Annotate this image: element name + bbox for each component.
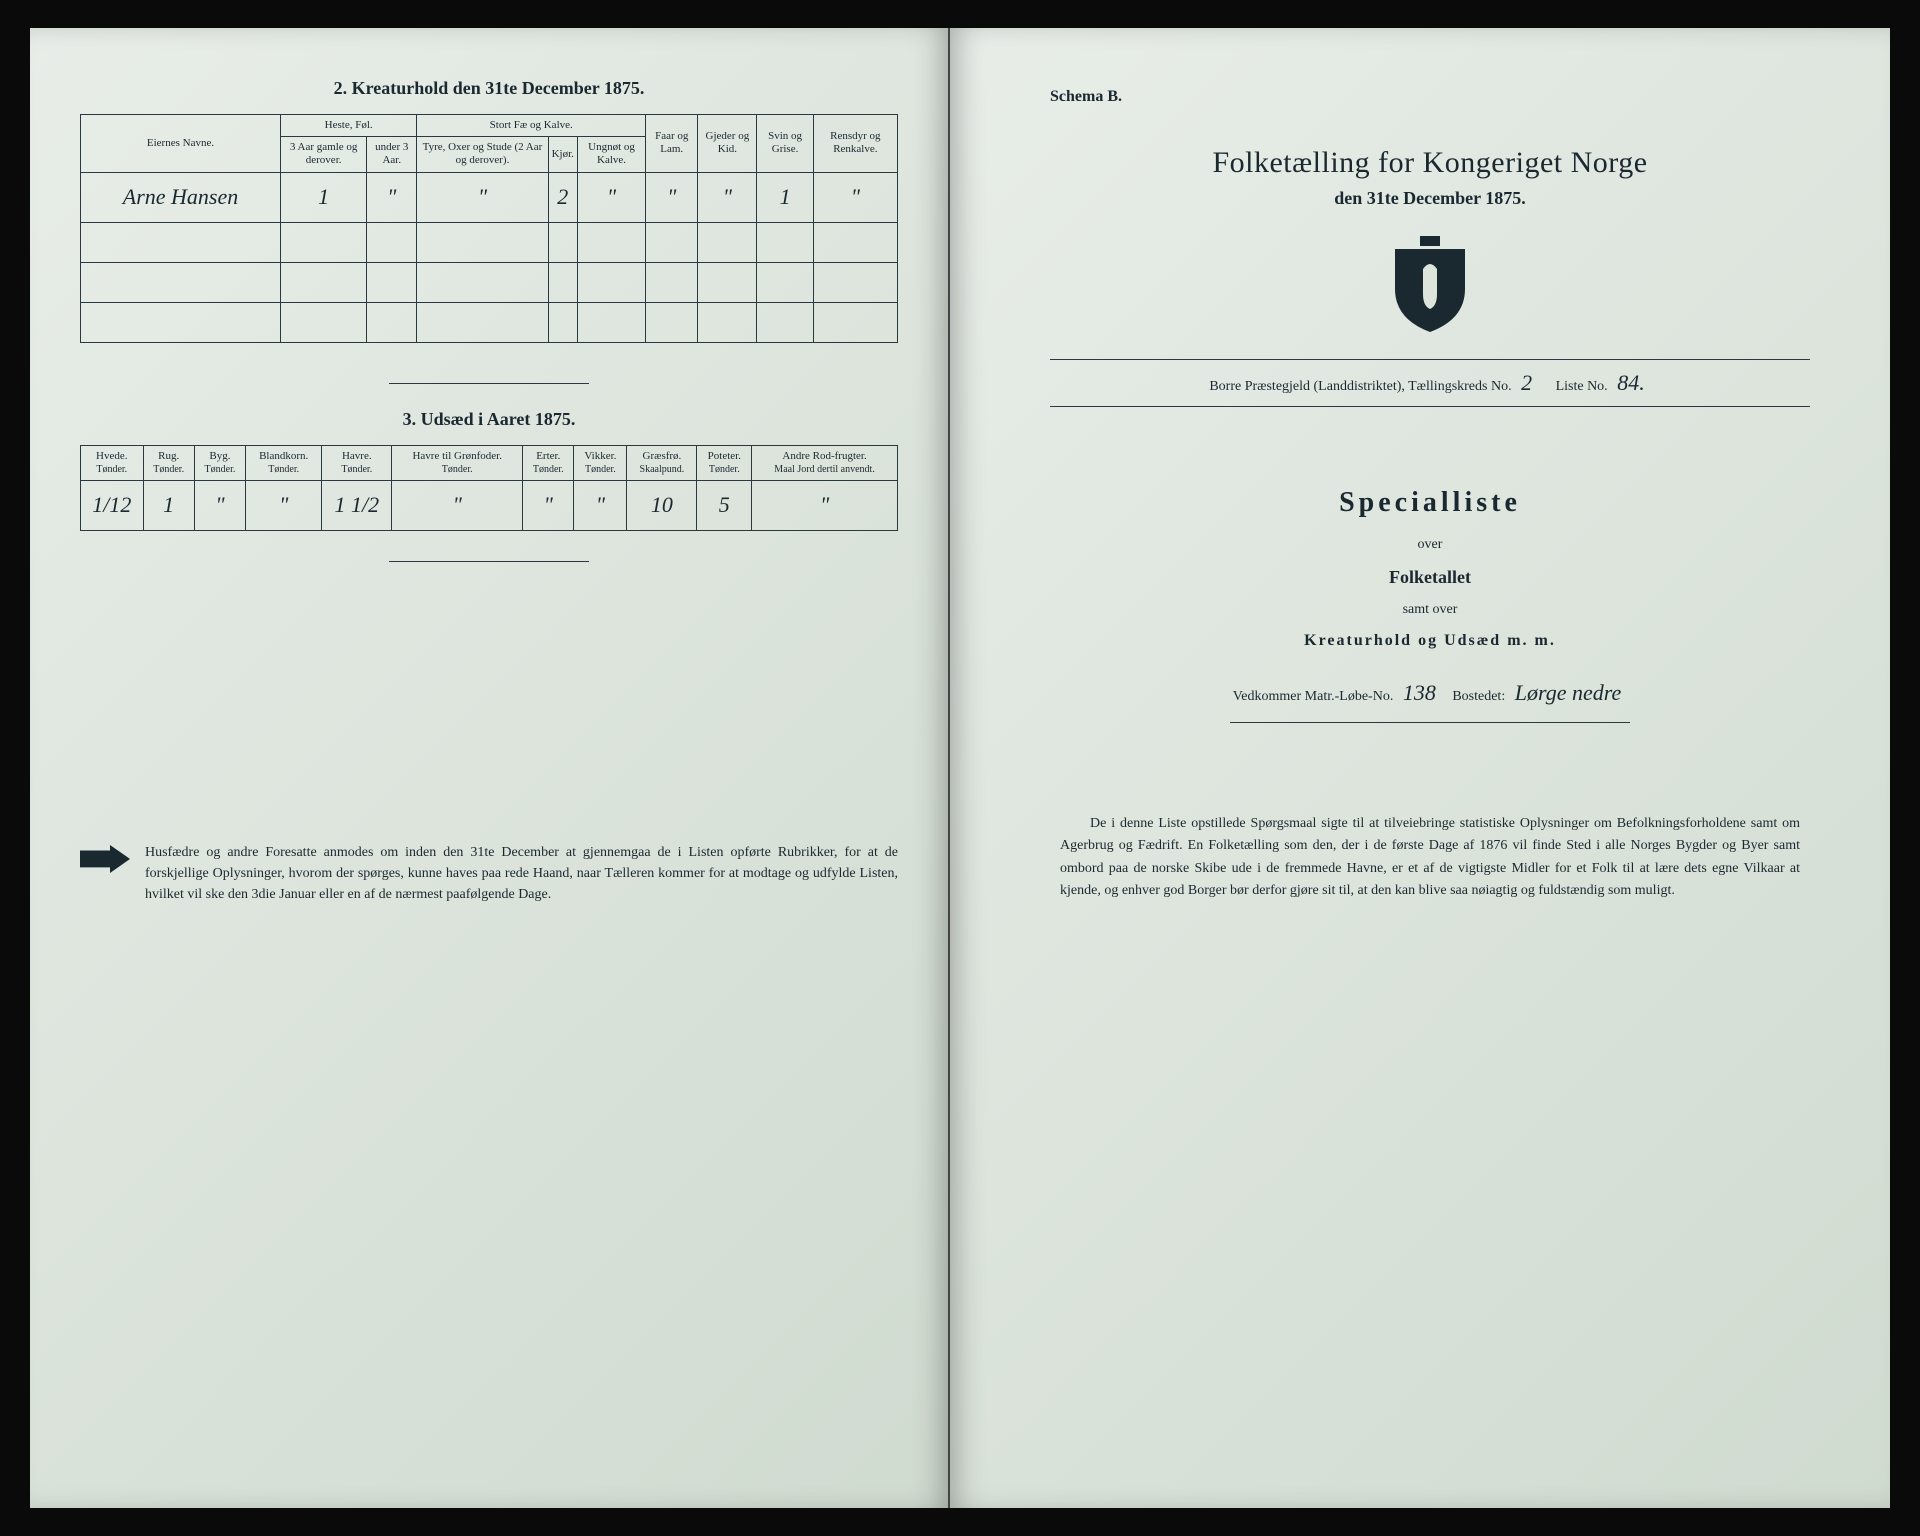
table-row: 1/12 1 " " 1 1/2 " " " 10 5 "	[81, 480, 898, 530]
cell: "	[574, 480, 627, 530]
col-havre-gron: Havre til Grønfoder.Tønder.	[392, 445, 523, 480]
col-rug: Rug.Tønder.	[143, 445, 194, 480]
col-havre: Havre.Tønder.	[322, 445, 392, 480]
col-erter: Erter.Tønder.	[523, 445, 574, 480]
instruction-note: Husfædre og andre Foresatte anmodes om i…	[80, 842, 898, 905]
table-row-empty	[81, 302, 898, 342]
section2-title: 2. Kreaturhold den 31te December 1875.	[80, 78, 898, 99]
parish-prefix: Borre Præstegjeld (Landdistriktet), Tæll…	[1209, 379, 1511, 394]
table-row: Arne Hansen 1 " " 2 " " " 1 "	[81, 172, 898, 222]
cell: "	[417, 172, 548, 222]
matr-label: Vedkommer Matr.-Løbe-No.	[1233, 689, 1394, 704]
col-owner: Eiernes Navne.	[81, 115, 281, 173]
col-tyre: Tyre, Oxer og Stude (2 Aar og derover).	[417, 137, 548, 172]
cell: 5	[697, 480, 752, 530]
col-faar: Faar og Lam.	[646, 115, 698, 173]
divider	[389, 561, 589, 562]
col-kjor: Kjør.	[548, 137, 577, 172]
cell: "	[392, 480, 523, 530]
cell: 1	[143, 480, 194, 530]
livestock-table: Eiernes Navne. Heste, Føl. Stort Fæ og K…	[80, 114, 898, 343]
col-poteter: Poteter.Tønder.	[697, 445, 752, 480]
cell: 1	[757, 172, 813, 222]
cell-owner: Arne Hansen	[81, 172, 281, 222]
schema-label: Schema B.	[1050, 88, 1810, 106]
cell: "	[246, 480, 322, 530]
col-heste-under3: under 3 Aar.	[367, 137, 417, 172]
cell: 10	[627, 480, 697, 530]
col-byg: Byg.Tønder.	[194, 445, 245, 480]
bosted-label: Bostedet:	[1452, 689, 1505, 704]
matr-line: Vedkommer Matr.-Løbe-No. 138 Bostedet: L…	[1090, 680, 1770, 712]
note-text: Husfædre og andre Foresatte anmodes om i…	[145, 842, 898, 905]
cell: "	[367, 172, 417, 222]
col-gjeder: Gjeder og Kid.	[698, 115, 757, 173]
liste-no: 84.	[1611, 370, 1651, 395]
folketallet-label: Folketallet	[1050, 567, 1810, 588]
liste-label: Liste No.	[1556, 379, 1608, 394]
coat-of-arms-icon	[1385, 234, 1475, 334]
cell: "	[646, 172, 698, 222]
pointing-hand-icon	[80, 845, 130, 873]
col-svin: Svin og Grise.	[757, 115, 813, 173]
cell: "	[577, 172, 645, 222]
section3-title: 3. Udsæd i Aaret 1875.	[80, 409, 898, 430]
table-row-empty	[81, 262, 898, 302]
col-rensdyr: Rensdyr og Renkalve.	[813, 115, 897, 173]
matr-no: 138	[1397, 680, 1442, 705]
main-title: Folketælling for Kongeriget Norge	[1050, 146, 1810, 180]
colgroup-heste: Heste, Føl.	[281, 115, 417, 137]
col-hvede: Hvede.Tønder.	[81, 445, 144, 480]
cell: 1	[281, 172, 367, 222]
specialliste-title: Specialliste	[1050, 487, 1810, 519]
cell: 1/12	[81, 480, 144, 530]
cell: "	[194, 480, 245, 530]
bosted-value: Lørge nedre	[1509, 680, 1628, 705]
parish-line: Borre Præstegjeld (Landdistriktet), Tæll…	[1050, 359, 1810, 407]
divider	[389, 383, 589, 384]
cell: "	[752, 480, 898, 530]
right-page: Schema B. Folketælling for Kongeriget No…	[950, 28, 1890, 1508]
cell: 1 1/2	[322, 480, 392, 530]
book-spread: 2. Kreaturhold den 31te December 1875. E…	[30, 28, 1890, 1508]
col-graesfro: Græsfrø.Skaalpund.	[627, 445, 697, 480]
cell: "	[813, 172, 897, 222]
left-page: 2. Kreaturhold den 31te December 1875. E…	[30, 28, 950, 1508]
col-heste-3aar: 3 Aar gamle og derover.	[281, 137, 367, 172]
table-row-empty	[81, 222, 898, 262]
col-andre: Andre Rod-frugter.Maal Jord dertil anven…	[752, 445, 898, 480]
cell: "	[698, 172, 757, 222]
bottom-paragraph: De i denne Liste opstillede Spørgsmaal s…	[1050, 813, 1810, 903]
divider	[1230, 722, 1630, 723]
cell: "	[523, 480, 574, 530]
cell: 2	[548, 172, 577, 222]
col-blandkorn: Blandkorn.Tønder.	[246, 445, 322, 480]
samt-over-label: samt over	[1050, 602, 1810, 618]
colgroup-stort: Stort Fæ og Kalve.	[417, 115, 646, 137]
main-subtitle: den 31te December 1875.	[1050, 188, 1810, 209]
over-label: over	[1050, 537, 1810, 553]
seed-table: Hvede.Tønder. Rug.Tønder. Byg.Tønder. Bl…	[80, 445, 898, 531]
kreatur-label: Kreaturhold og Udsæd m. m.	[1050, 632, 1810, 650]
kreds-no: 2	[1515, 370, 1538, 395]
col-ungnot: Ungnøt og Kalve.	[577, 137, 645, 172]
col-vikker: Vikker.Tønder.	[574, 445, 627, 480]
